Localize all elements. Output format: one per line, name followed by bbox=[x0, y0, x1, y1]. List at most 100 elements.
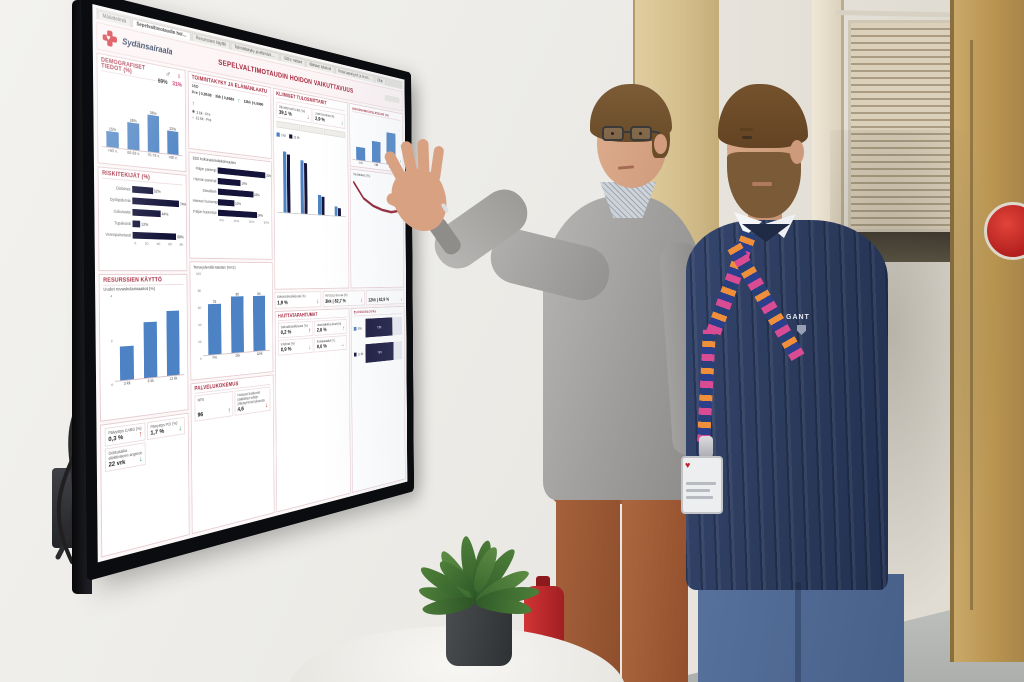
x-tick: 3kk bbox=[235, 353, 241, 358]
barh-value: 12% bbox=[141, 221, 149, 227]
bar-column: 70 bbox=[202, 271, 226, 355]
panel-service-experience: PALVELUKOKEMUS NPS 96 ↑ Hoitoani koskevat p… bbox=[190, 374, 275, 535]
bar-column bbox=[114, 293, 139, 381]
kpi-tile: Infektiot (%) 0,9 % ↓ bbox=[278, 337, 314, 356]
x-tick: 20% bbox=[248, 219, 255, 224]
trend-arrow-icon: ↓ bbox=[138, 454, 143, 464]
barh-label: Ennallaan bbox=[202, 187, 217, 194]
trend-arrow-icon: ↓ bbox=[360, 296, 363, 303]
bar-column: 80 bbox=[248, 271, 270, 352]
plot-area bbox=[114, 292, 185, 382]
bar-column: 26% bbox=[123, 100, 144, 151]
legend-item: 12 kk bbox=[288, 134, 300, 140]
barh-label: Hieman huonompi bbox=[192, 197, 218, 204]
kpi-value: 3kk | 82,7 % bbox=[325, 298, 346, 305]
trend-arrow-icon: ↑ bbox=[227, 406, 231, 415]
column-left: DEMOGRAFISET TIEDOT (%) ♂ ♀ 69% 31% 15% 2… bbox=[96, 52, 190, 558]
kpi-tile: Sairaalakuolleisuus (%) 0,2 % ↑ bbox=[278, 320, 314, 339]
kpi-value-row: 12kk | 82,9 % ↓ bbox=[368, 294, 403, 303]
barh-label: Dyslipidemia bbox=[109, 196, 131, 203]
kpi-tile: Hoitotavoitteessa (%) 3kk | 82,7 % ↓ bbox=[322, 290, 365, 307]
trend-arrow-icon: ↓ bbox=[400, 294, 403, 302]
y-tick: 80 bbox=[197, 288, 202, 293]
trend-arrow-icon: ↑ bbox=[308, 326, 311, 334]
vas-chart: 100 80 60 40 20 0 70 80 80 Pre 3kk 12kk bbox=[193, 271, 270, 361]
bar-label: 3 kk bbox=[357, 326, 362, 331]
panel-resources: RESURSSIEN KÄYTTÖ Uudet revaskularisaati… bbox=[98, 273, 189, 422]
toolbar-chip[interactable] bbox=[384, 94, 400, 104]
trend-arrow-icon: ↑ bbox=[237, 97, 241, 105]
panel-function-quality: TOIMINTAKYKY JA ELÄMÄNLAATU 15D Pre | 0,… bbox=[187, 70, 272, 160]
bar-group bbox=[314, 145, 329, 216]
bar bbox=[355, 146, 366, 161]
female-icon: ♀ bbox=[176, 71, 182, 82]
trend-arrow-icon: ↓ bbox=[316, 297, 319, 305]
x-tick: 20 bbox=[144, 240, 149, 246]
x-tick: 0% bbox=[219, 217, 224, 223]
bar bbox=[167, 130, 179, 155]
bar-column: 15% bbox=[101, 97, 123, 149]
panel-risk-factors: RISKITEKIJÄT (%) Diabetes 32% Dyslipidemia… bbox=[97, 166, 188, 272]
man-left-eye bbox=[611, 132, 614, 135]
barh-value: 32% bbox=[153, 188, 161, 194]
bar bbox=[147, 114, 160, 153]
barh-fill bbox=[217, 188, 254, 198]
kpi-tile: Oireettomat hoidot (%) 39,1 % ↓ bbox=[276, 101, 312, 124]
kpi-label: NPS bbox=[197, 397, 205, 403]
man-right-ear bbox=[790, 140, 804, 164]
x-axis-ticks: 0 20 40 60 80 bbox=[134, 241, 183, 247]
barh-fill bbox=[132, 219, 141, 227]
barh-value: 22% bbox=[254, 192, 260, 197]
trend-arrow-icon: ↓ bbox=[308, 342, 312, 351]
kpi-value-row: 0,0 % → bbox=[317, 340, 345, 349]
x-tick: 70-79 v. bbox=[147, 152, 160, 159]
panel-adverse-events: HAITTATAPAHTUMAT Sairaalakuolleisuus (%)… bbox=[274, 307, 351, 513]
barh-value: 69% bbox=[177, 234, 184, 239]
stacked-bar-row: 3 kk 73% bbox=[353, 315, 403, 340]
man-left-ear bbox=[654, 134, 667, 154]
potted-plant bbox=[398, 498, 558, 658]
barh-value: 14% bbox=[241, 180, 248, 186]
radio-dot-icon: ○ bbox=[191, 114, 195, 120]
barh-value: 24% bbox=[257, 212, 263, 218]
finger bbox=[417, 138, 430, 182]
trend-arrow-icon: ↓ bbox=[399, 127, 401, 133]
bar-group bbox=[279, 140, 295, 213]
trend-arrow-icon: ↓ bbox=[265, 401, 268, 409]
kpi-tile: Uusintatoimet (%) 2,9 % ↓ bbox=[312, 108, 346, 129]
kpi-value: 12kk | 82,9 % bbox=[368, 296, 390, 303]
x-tick: 3 kk bbox=[358, 160, 363, 165]
barh-label: Diabetes bbox=[116, 185, 131, 192]
man-left-eye bbox=[639, 132, 642, 135]
bar bbox=[304, 163, 308, 214]
kpi-tile: Reklamaatiot (%) 0,0 % → bbox=[314, 334, 348, 353]
barh-fill bbox=[218, 209, 257, 218]
risk-factors-chart: Diabetes 32% Dyslipidemia 74% Sukurasite 44% T… bbox=[102, 181, 186, 247]
barh-fill bbox=[217, 198, 235, 206]
clinical-lower-grid: HAITTATAPAHTUMAT Sairaalakuolleisuus (%)… bbox=[274, 305, 406, 513]
bar-fill: 75% bbox=[365, 341, 394, 364]
id-badge bbox=[681, 456, 723, 514]
barh-label: Verenpainetauti bbox=[105, 231, 131, 238]
legend-swatch bbox=[353, 326, 357, 331]
man-right-eyebrow bbox=[740, 128, 753, 131]
kpi-value: 0,9 % bbox=[280, 346, 292, 353]
glasses-bridge bbox=[623, 131, 631, 133]
kpi-value: 39,1 % bbox=[278, 109, 292, 118]
bar-column bbox=[138, 293, 162, 379]
bar bbox=[207, 304, 222, 355]
metric-point: Pre | 0,8538 bbox=[191, 90, 212, 99]
kpi-value: 1,7 % bbox=[150, 428, 165, 437]
tab-8[interactable]: Ohje bbox=[374, 76, 386, 86]
survival-bars: 3 kk 73% 12 kk 75% bbox=[353, 315, 403, 366]
bar-column bbox=[352, 113, 368, 161]
plot-area: 70 80 80 bbox=[202, 271, 270, 357]
radio-dot-icon: ◉ bbox=[191, 108, 195, 114]
legend-swatch bbox=[288, 134, 293, 139]
panel-emergency-kpis: Päivystys CABG (%) 0,3 % ↑ Päivystys PCI (%… bbox=[100, 412, 190, 558]
kpi-value: 2,9 % bbox=[315, 115, 325, 124]
kpi-tile: Uusintaleikkaukset (%) 2,8 % ↑ bbox=[314, 318, 347, 336]
bar-column bbox=[368, 116, 384, 163]
y-tick: 0 bbox=[111, 382, 114, 388]
